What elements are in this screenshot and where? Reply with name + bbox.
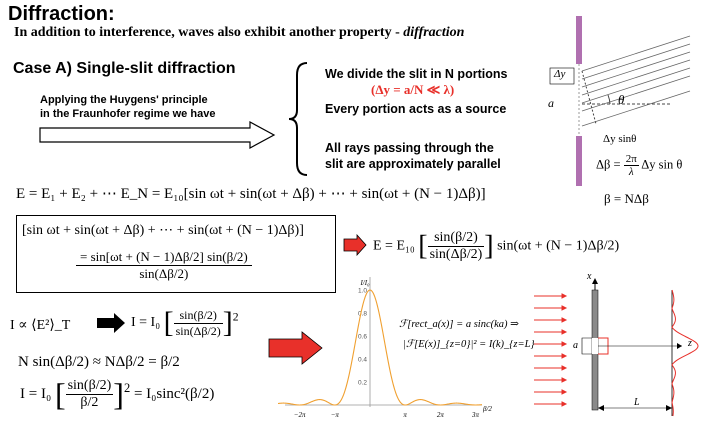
incident-ray-head [561,317,568,323]
hollow-right-arrow [39,120,276,150]
case-heading: Case A) Single-slit diffraction [13,60,236,77]
identity-denominator: sin(Δβ/2) [139,266,189,281]
e-field-result: E = E₁₀ [ sin(β/2) sin(Δβ/2) ] sin(ωt + … [373,230,620,263]
bullet-parallel: All rays passing through the slit are ap… [325,140,501,172]
screen-a-label: a [573,340,578,351]
intensity-proportional: I ∝ ⟨E²⟩_T [10,318,71,333]
bullet-parallel-line-1: All rays passing through the [325,141,494,155]
delta-beta-rhs: Δy sin θ [641,157,683,172]
bullet-source: Every portion acts as a source [325,102,507,116]
chart-y-tick-label: 0.6 [358,334,367,341]
fourier-relation-2: |ℱ[E(x)]_{z=0}|² = I(k)_{z=L} [403,339,535,350]
identity-numerator: = sin[ωt + (N − 1)Δβ/2] sin(β/2) [76,249,252,266]
final-lhs: I = I₀ [20,385,52,402]
delta-beta-lhs: Δβ = [596,157,621,172]
chart-x-tick-label: 3π [471,411,480,419]
huygens-line-1: Applying the Huygens' principle [40,94,208,106]
incident-ray-head [561,365,568,371]
subtitle-lead: In addition to interference, waves also … [14,25,400,40]
slit-a-label: a [548,96,554,110]
screen-x-label: x [587,271,592,282]
curly-brace [288,62,308,176]
subtitle: In addition to interference, waves also … [14,25,464,41]
bullet-parallel-line-2: slit are approximately parallel [325,157,501,171]
slit-screen-diagram [534,278,699,417]
chart-y-tick-label: 0.4 [358,357,367,364]
chart-y-axis-label: I/I₀ [359,279,370,287]
subtitle-emph: diffraction [403,25,465,40]
incident-ray-head [561,305,568,311]
chart-series-line [278,289,483,406]
red-arrow-big [268,331,323,365]
intensity-expression: I = I₀ [ sin(β/2) sin(Δβ/2) ]2 [131,306,239,339]
incident-ray-head [561,293,568,299]
chart-x-tick-label: 2π [437,411,445,419]
sum-identity-fraction: = sin[ωt + (N − 1)Δβ/2] sin(β/2) sin(Δβ/… [76,249,252,282]
bullet-divide-slit: We divide the slit in N portions [325,67,508,81]
boxed-sum: [sin ωt + sin(ωt + Δβ) + ⋯ + sin(ωt + (N… [22,223,304,238]
intensity-lhs: I = I₀ [131,315,161,331]
chart-y-tick-label: 0.8 [358,311,367,318]
red-arrow-right [343,234,367,256]
incident-ray-head [561,353,568,359]
final-intensity: I = I₀ [ sin(β/2) β/2 ]2 = I₀sinc²(β/2) [20,376,215,412]
fourier-relation-1: ℱ[rect_a(x)] = a sinc(ka) ⇒ [399,319,519,330]
intensity-den: sin(Δβ/2) [175,323,221,338]
chart-x-axis-label: β/2 [482,405,492,413]
slit-theta-label: θ [618,92,625,107]
incident-ray-head [561,401,568,407]
screen-z-label: z [688,338,692,349]
e-field-sum: E = E₁ + E₂ + ⋯ E_N = E₁₀[sin ωt + sin(ω… [16,186,486,202]
intensity-num: sin(β/2) [173,308,223,324]
chart-y-tick-label: 0.2 [358,380,367,387]
black-arrow-right [97,313,125,333]
incident-ray-head [561,389,568,395]
huygens-line-2: in the Fraunhofer regime we have [40,108,216,120]
small-angle-approximation: N sin(Δβ/2) ≈ NΔβ/2 = β/2 [18,354,180,370]
e-result-lhs: E = E₁₀ [373,238,415,254]
e-result-num: sin(β/2) [427,230,485,247]
sum-identity-box [16,215,336,293]
intensity-fraction: sin(β/2) sin(Δβ/2) [173,308,223,339]
e-result-fraction: sin(β/2) sin(Δβ/2) [427,230,485,263]
two-pi-over-lambda: 2π λ [623,153,639,178]
final-rhs: = I₀sinc²(β/2) [133,385,215,402]
final-den: β/2 [80,395,99,410]
slit-dy-sin-label: Δy sinθ [603,133,637,145]
page-title: Diffraction: [8,3,115,25]
bullet-divide-formula: (Δy = a/N ≪ λ) [371,82,455,97]
incident-ray-head [561,377,568,383]
final-num: sin(β/2) [65,378,114,395]
chart-x-tick-label: −2π [294,411,306,419]
e-result-rhs: sin(ωt + (N − 1)Δβ/2) [497,238,620,254]
final-fraction: sin(β/2) β/2 [65,378,114,411]
slit-dy-label: Δy [554,68,566,80]
slit-ray-diagram [549,16,691,186]
huygens-note: Applying the Huygens' principle in the F… [40,93,215,121]
chart-x-tick-label: −π [331,411,340,419]
two-pi: 2π [623,153,639,166]
delta-beta-definition: Δβ = 2π λ Δy sin θ [596,153,682,178]
e-result-den: sin(Δβ/2) [429,247,483,262]
screen-L-label: L [634,397,640,408]
chart-y-tick-label: 1.0 [358,288,367,295]
incident-ray-head [561,341,568,347]
lambda: λ [628,166,634,178]
beta-definition: β = NΔβ [604,191,649,206]
incident-ray-head [561,329,568,335]
chart-x-tick-label: π [403,411,407,419]
